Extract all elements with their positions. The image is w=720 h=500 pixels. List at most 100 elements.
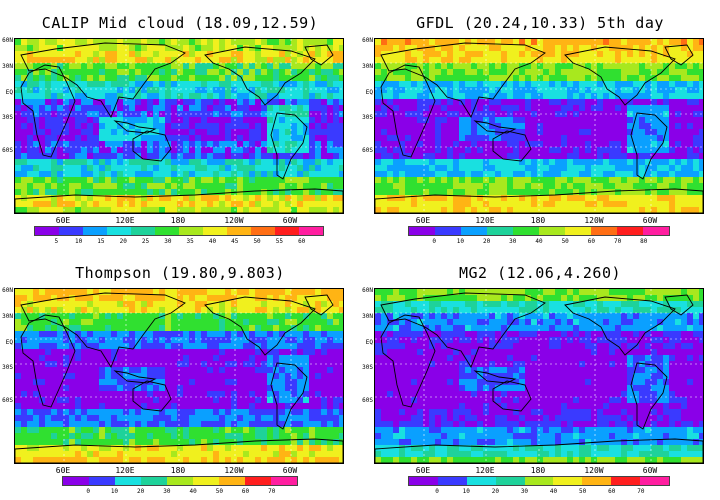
field-cell: [477, 117, 484, 124]
field-cell: [261, 289, 268, 296]
field-cell: [189, 319, 196, 326]
field-cell: [681, 201, 688, 208]
field-cell: [501, 153, 508, 160]
field-cell: [639, 45, 646, 52]
field-cell: [153, 397, 160, 404]
lat-label: 60N: [2, 287, 13, 294]
field-cell: [549, 99, 556, 106]
field-cell: [537, 189, 544, 196]
field-cell: [213, 397, 220, 404]
field-cell: [459, 189, 466, 196]
field-cell: [75, 409, 82, 416]
field-cell: [87, 141, 94, 148]
field-cell: [585, 201, 592, 208]
field-cell: [195, 195, 202, 202]
field-cell: [225, 183, 232, 190]
field-cell: [267, 51, 274, 58]
field-cell: [507, 165, 514, 172]
field-cell: [489, 159, 496, 166]
field-cell: [597, 177, 604, 184]
field-cell: [333, 81, 340, 88]
field-cell: [225, 433, 232, 440]
field-cell: [129, 445, 136, 452]
field-cell: [699, 99, 703, 106]
field-cell: [333, 301, 340, 308]
field-cell: [303, 207, 310, 213]
field-cell: [285, 183, 292, 190]
field-cell: [33, 201, 40, 208]
field-cell: [591, 141, 598, 148]
field-cell: [159, 391, 166, 398]
field-cell: [21, 117, 28, 124]
field-cell: [135, 349, 142, 356]
field-cell: [321, 361, 328, 368]
field-cell: [549, 201, 556, 208]
field-cell: [645, 129, 652, 136]
field-cell: [687, 183, 694, 190]
field-cell: [33, 433, 40, 440]
field-cell: [615, 39, 622, 46]
field-cell: [315, 171, 322, 178]
field-cell: [255, 451, 262, 458]
field-cell: [279, 51, 286, 58]
field-cell: [471, 117, 478, 124]
field-cell: [249, 355, 256, 362]
field-cell: [159, 159, 166, 166]
field-cell: [603, 135, 610, 142]
field-cell: [69, 331, 76, 338]
field-cell: [87, 45, 94, 52]
field-cell: [327, 201, 334, 208]
field-cell: [669, 93, 676, 100]
field-cell: [513, 189, 520, 196]
field-cell: [423, 51, 430, 58]
field-cell: [555, 81, 562, 88]
field-cell: [237, 75, 244, 82]
field-cell: [267, 195, 274, 202]
field-cell: [105, 93, 112, 100]
field-cell: [411, 189, 418, 196]
field-cell: [237, 391, 244, 398]
field-cell: [399, 165, 406, 172]
field-cell: [273, 421, 280, 428]
field-cell: [399, 195, 406, 202]
field-cell: [681, 87, 688, 94]
field-cell: [549, 111, 556, 118]
field-cell: [501, 99, 508, 106]
field-cell: [651, 81, 658, 88]
field-cell: [231, 117, 238, 124]
field-cell: [129, 105, 136, 112]
field-cell: [435, 171, 442, 178]
field-cell: [99, 159, 106, 166]
field-cell: [687, 165, 694, 172]
field-cell: [693, 93, 700, 100]
field-cell: [693, 147, 700, 154]
field-cell: [63, 373, 70, 380]
field-cell: [303, 307, 310, 314]
field-cell: [87, 207, 94, 213]
field-cell: [471, 141, 478, 148]
field-cell: [201, 75, 208, 82]
field-cell: [537, 63, 544, 70]
field-cell: [111, 165, 118, 172]
lat-label: 60S: [2, 147, 13, 154]
field-cell: [147, 117, 154, 124]
field-cell: [579, 153, 586, 160]
field-cell: [315, 51, 322, 58]
field-cell: [279, 207, 286, 213]
field-cell: [255, 331, 262, 338]
field-cell: [255, 349, 262, 356]
field-cell: [153, 45, 160, 52]
field-cell: [519, 129, 526, 136]
field-cell: [615, 51, 622, 58]
field-cell: [201, 313, 208, 320]
field-cell: [291, 69, 298, 76]
field-cell: [117, 367, 124, 374]
field-cell: [189, 385, 196, 392]
field-cell: [693, 117, 700, 124]
field-cell: [597, 57, 604, 64]
field-cell: [621, 177, 628, 184]
field-cell: [321, 99, 328, 106]
field-cell: [189, 337, 196, 344]
field-cell: [165, 367, 172, 374]
field-cell: [105, 141, 112, 148]
